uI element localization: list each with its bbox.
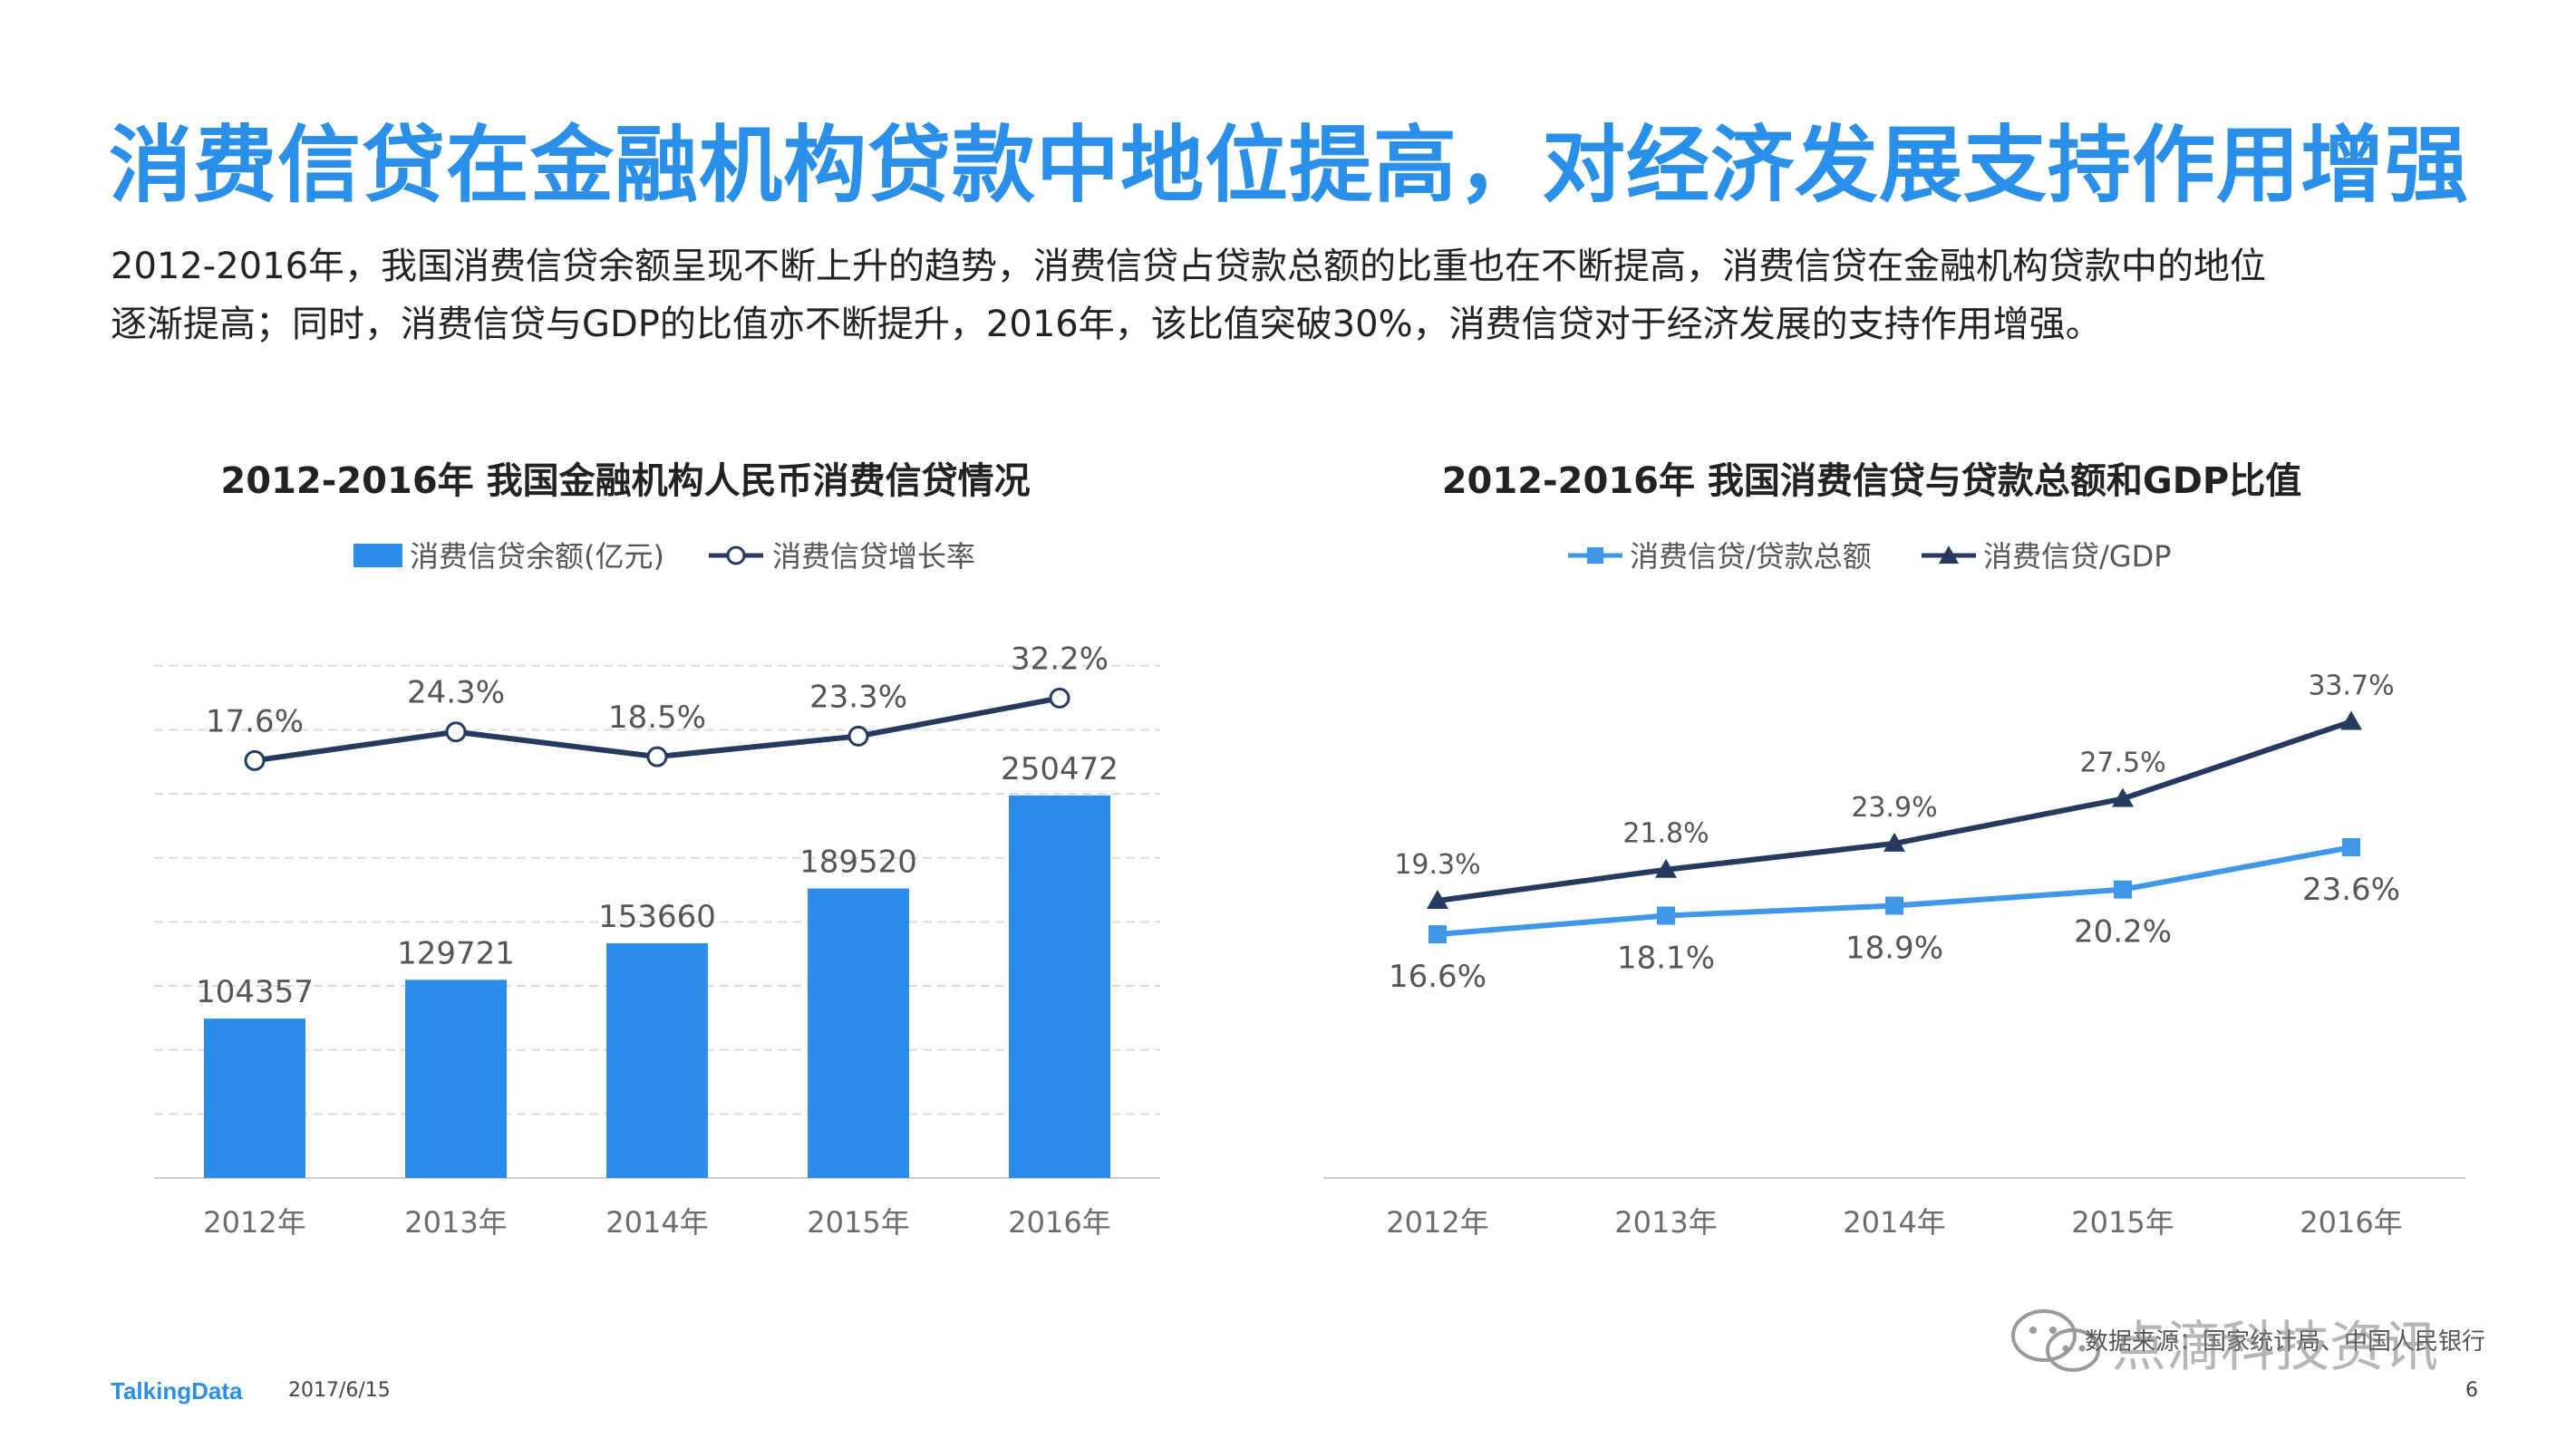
description-line-1: 2012-2016年，我国消费信贷余额呈现不断上升的趋势，消费信贷占贷款总额的比… [111, 246, 2267, 287]
x-tick-label: 2012年 [1386, 1205, 1488, 1240]
wechat-icon [2011, 1309, 2100, 1372]
ratio-gdp-value-label: 27.5% [2079, 748, 2165, 779]
ratio-loans-value-label: 18.9% [1845, 931, 1943, 967]
page-number: 6 [2465, 1379, 2478, 1402]
rate-point [847, 725, 869, 747]
x-tick-label: 2013年 [1614, 1205, 1717, 1240]
ratio-loans-point [1657, 906, 1675, 925]
bar [204, 1018, 305, 1178]
legend-swatch-rate-marker [726, 545, 746, 565]
watermark-text: 点滴科技资讯 [2112, 1316, 2438, 1379]
page-title: 消费信贷在金融机构贷款中地位提高，对经济发展支持作用增强 [109, 117, 2470, 214]
legend-swatch-bar [353, 544, 402, 567]
footer-date: 2017/6/15 [288, 1379, 391, 1402]
legend-swatch-ratio-gdp-marker [1939, 545, 1959, 564]
ratio-loans-point [1885, 896, 1903, 915]
rate-value-label: 24.3% [407, 675, 505, 711]
x-tick-label: 2013年 [404, 1205, 507, 1240]
bar-value-label: 153660 [598, 899, 716, 935]
ratio-loans-value-label: 18.1% [1617, 940, 1715, 976]
ratio-gdp-value-label: 23.9% [1851, 792, 1937, 824]
bar-value-label: 104357 [196, 974, 314, 1010]
rate-value-label: 23.3% [809, 679, 907, 715]
right-chart-title: 2012-2016年 我国消费信贷与贷款总额和GDP比值 [1441, 460, 2302, 502]
ratio-loans-point [2114, 880, 2132, 899]
x-tick-label: 2015年 [807, 1205, 909, 1240]
legend-label-ratio-loans: 消费信贷/贷款总额 [1630, 539, 1872, 574]
ratio-loans-point [1428, 925, 1447, 944]
description-line-2: 逐渐提高；同时，消费信贷与GDP的比值亦不断提升，2016年，该比值突破30%，… [111, 304, 2102, 345]
ratio-gdp-point [1655, 858, 1677, 878]
rate-point [646, 746, 668, 767]
bar [808, 888, 909, 1178]
credit-ratio-line-chart: 消费信贷/贷款总额 消费信贷/GDP 2012年 2013年 2014年 2015年 201… [1323, 539, 2465, 1240]
rate-value-label: 32.2% [1011, 641, 1109, 677]
x-tick-label: 2015年 [2071, 1205, 2174, 1240]
ratio-gdp-point [2340, 710, 2362, 730]
ratio-loans-value-label: 16.6% [1389, 959, 1487, 995]
legend-swatch-ratio-loans-marker [1587, 547, 1603, 564]
ratio-gdp-point [2112, 787, 2134, 807]
legend-label-bar: 消费信贷余额(亿元) [410, 539, 664, 574]
ratio-gdp-value-label: 21.8% [1622, 818, 1709, 850]
rate-point [445, 721, 467, 743]
x-tick-label: 2016年 [1008, 1205, 1110, 1240]
ratio-gdp-value-label: 19.3% [1394, 849, 1480, 881]
ratio-loans-value-label: 20.2% [2074, 914, 2172, 951]
ratio-loans-line [1437, 845, 2352, 938]
ratio-loans-value-label: 23.6% [2302, 872, 2400, 908]
rate-value-label: 17.6% [206, 703, 304, 739]
bar-value-label: 189520 [799, 845, 917, 881]
legend-label-rate: 消费信贷增长率 [772, 539, 975, 574]
talkingdata-logo: TalkingData [111, 1377, 243, 1405]
watermark-source: 数据来源：国家统计局、中国人民银行 [2085, 1328, 2486, 1356]
rate-value-label: 18.5% [608, 700, 706, 736]
bar [606, 942, 708, 1178]
page-description: 2012-2016年，我国消费信贷余额呈现不断上升的趋势，消费信贷占贷款总额的比… [111, 237, 2485, 353]
x-tick-label: 2014年 [605, 1205, 708, 1240]
x-tick-label: 2016年 [2300, 1205, 2402, 1240]
bar-value-label: 129721 [397, 935, 515, 971]
consumer-credit-bar-chart: 消费信贷余额(亿元) 消费信贷增长率 104357 2012年 129721 2013年 1… [154, 539, 1160, 1240]
rate-point [244, 749, 266, 771]
ratio-loans-point [2342, 838, 2360, 857]
legend-label-ratio-gdp: 消费信贷/GDP [1983, 539, 2172, 574]
ratio-gdp-point [1427, 890, 1448, 910]
x-tick-label: 2012年 [203, 1205, 305, 1240]
x-tick-label: 2014年 [1843, 1205, 1945, 1240]
rate-point [1049, 687, 1070, 709]
bar [1009, 795, 1110, 1178]
ratio-gdp-value-label: 33.7% [2308, 670, 2394, 701]
left-chart-title: 2012-2016年 我国金融机构人民币消费信贷情况 [220, 460, 1031, 502]
bar-value-label: 250472 [1001, 751, 1119, 787]
ratio-gdp-point [1884, 832, 1905, 852]
bar [405, 980, 507, 1178]
